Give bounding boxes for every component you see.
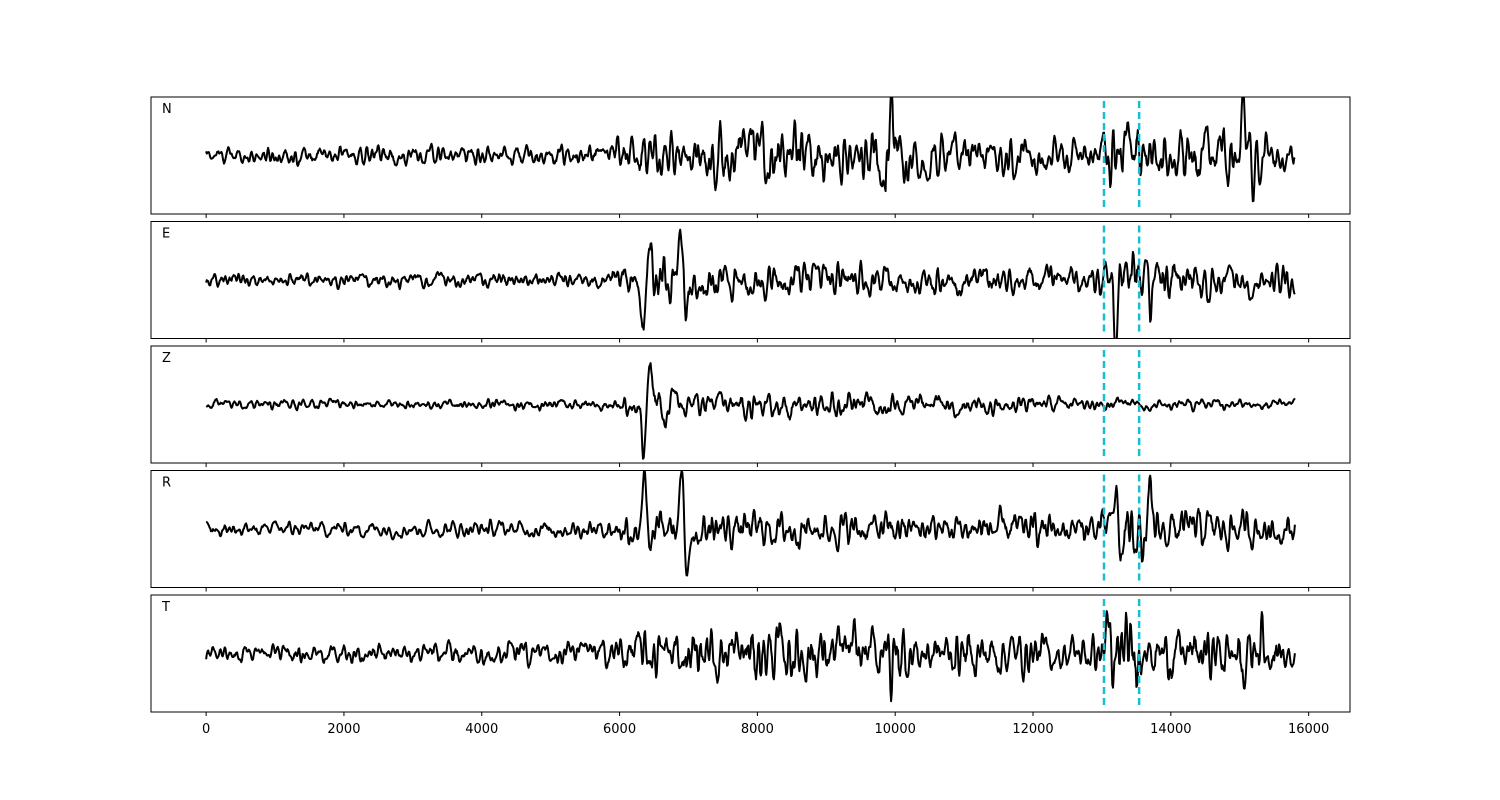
x-tick-label: 2000 [327, 722, 360, 737]
x-tick-label: 12000 [1012, 722, 1053, 737]
panel-r: R [150, 470, 1351, 592]
x-tick-label: 6000 [603, 722, 636, 737]
panel-frame [150, 594, 1351, 713]
waveform-z [205, 362, 1296, 460]
panel-label: Z [162, 351, 171, 366]
panel-z: Z [150, 345, 1351, 467]
panel-label: R [162, 476, 171, 491]
panel-frame [150, 345, 1351, 464]
panel-frame [150, 221, 1351, 339]
x-tick-label: 4000 [465, 722, 498, 737]
panel-e: E [150, 221, 1351, 343]
waveform-r [205, 470, 1296, 577]
panels-layer: N E Z R T [150, 96, 1351, 716]
panel-t: T [150, 594, 1351, 716]
panel-label: E [162, 227, 170, 242]
panel-n: N [150, 96, 1351, 218]
waveform-n [205, 97, 1296, 203]
x-tick-label: 16000 [1288, 722, 1329, 737]
panel-frame [150, 96, 1351, 215]
x-tick-label: 14000 [1150, 722, 1191, 737]
x-tick-label: 10000 [875, 722, 916, 737]
x-axis: 0 2000 4000 6000 8000 10000 12000 14000 16000 [202, 722, 1329, 737]
x-tick-label: 8000 [741, 722, 774, 737]
panel-label: T [161, 600, 170, 615]
panel-frame [150, 470, 1351, 588]
x-tick-label: 0 [202, 722, 210, 737]
panel-label: N [162, 102, 172, 117]
waveform-e [205, 228, 1296, 339]
waveform-t [205, 610, 1296, 703]
